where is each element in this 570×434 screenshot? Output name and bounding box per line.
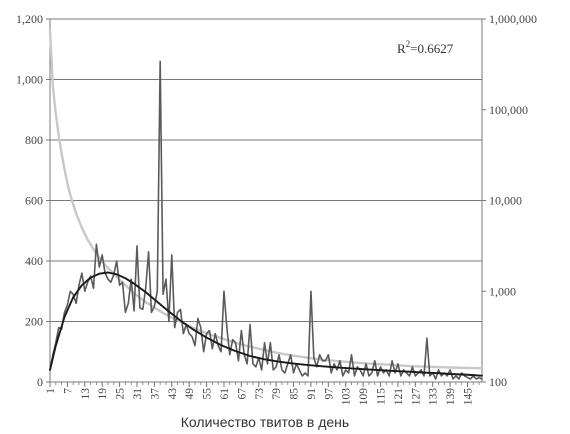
x-tick-label-15: 91 [306,388,318,400]
x-tick-label-3: 19 [97,388,109,400]
series-line-dark-gray-noisy [49,60,483,380]
left-tick-label-3: 600 [25,194,43,208]
right-tick-label-0: 100 [489,375,507,389]
x-tick-label-18: 109 [358,388,370,406]
x-tick-label-7: 43 [167,388,179,400]
x-tick-label-5: 31 [132,388,144,400]
x-tick-label-22: 133 [428,388,440,406]
series-line-light-gray [48,29,484,370]
x-tick-label-6: 37 [149,388,161,400]
left-tick-label-2: 400 [25,254,43,268]
right-tick-label-1: 1,000 [489,284,516,298]
left-tick-label-1: 200 [25,315,43,329]
right-tick-label-2: 10,000 [489,194,522,208]
x-axis-label: Количество твитов в день [181,414,349,430]
left-tick-label-0: 0 [37,375,43,389]
r-squared-annotation: R2=0.6627 [397,39,454,56]
x-tick-label-8: 49 [184,388,196,400]
x-tick-label-0: 1 [45,388,57,394]
x-tick-label-12: 73 [254,388,266,400]
left-tick-label-5: 1,000 [16,73,43,87]
x-tick-label-11: 67 [236,388,248,400]
x-tick-label-4: 25 [115,388,127,400]
x-tick-label-1: 7 [62,388,74,394]
left-tick-label-4: 800 [25,133,43,147]
x-tick-label-20: 121 [393,388,405,406]
x-tick-label-24: 145 [463,388,475,406]
grid-lines [50,18,482,322]
x-axis-ticks: 1 7 13 19 25 31 37 43 49 55 61 67 73 79 85 91 97 103 109 11… [45,382,480,406]
x-tick-label-19: 115 [376,388,388,405]
x-tick-label-21: 127 [410,388,422,406]
right-tick-label-4: 1,000,000 [489,12,537,26]
x-tick-label-10: 61 [219,388,231,400]
series-line-black-fit [49,271,483,377]
x-tick-label-9: 55 [202,388,214,400]
left-tick-label-6: 1,200 [16,12,43,26]
left-axis-ticks: 0 200 400 600 800 1,000 1,200 [16,12,50,389]
x-tick-label-2: 13 [80,388,92,400]
x-tick-label-16: 97 [323,388,335,400]
right-tick-label-3: 100,000 [489,103,528,117]
series-layer [48,29,484,380]
x-tick-label-23: 139 [445,388,457,406]
x-tick-label-17: 103 [341,388,353,406]
right-axis-ticks: 100 1,000 10,000 100,000 1,000,000 [482,12,537,389]
x-tick-label-14: 85 [289,388,301,400]
x-tick-label-13: 79 [271,388,283,400]
